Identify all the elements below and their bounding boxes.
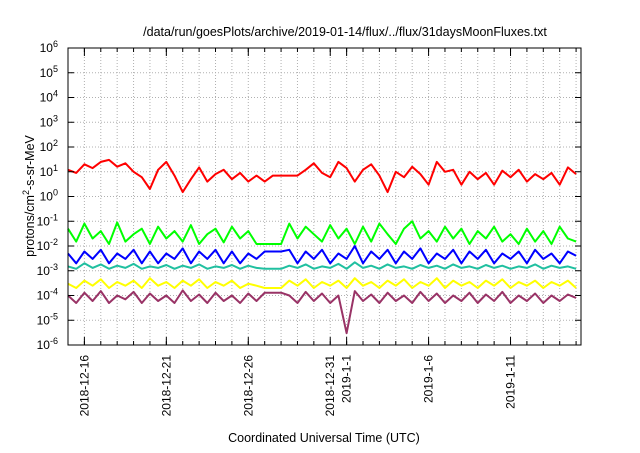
y-tick-label: 10-6 <box>37 336 58 352</box>
y-tick-label: 105 <box>40 64 58 80</box>
y-tick-label: 102 <box>40 138 58 154</box>
y-axis-label-post: -s-sr-MeV <box>23 134 37 190</box>
y-tick-label: 10-3 <box>37 262 58 278</box>
y-tick-label: 101 <box>40 163 58 179</box>
y-tick-label: 10-4 <box>37 287 58 303</box>
y-tick-exponent: 5 <box>53 64 58 74</box>
y-tick-base: 10 <box>37 264 51 278</box>
y-tick-base: 10 <box>37 338 51 352</box>
channel-teal-line <box>67 261 577 270</box>
chart-title: /data/run/goesPlots/archive/2019-01-14/f… <box>143 25 547 39</box>
y-tick-label: 10-1 <box>37 212 58 228</box>
y-tick-exponent: -1 <box>50 212 58 222</box>
channel-purple-line <box>67 289 577 335</box>
channel-blue-line <box>67 245 577 265</box>
y-tick-exponent: -5 <box>50 311 58 321</box>
x-tick-label: 2018-12-26 <box>241 355 255 417</box>
y-tick-exponent: 2 <box>53 138 58 148</box>
y-tick-exponent: 4 <box>53 89 58 99</box>
y-tick-exponent: -3 <box>50 262 58 272</box>
y-tick-base: 10 <box>37 239 51 253</box>
y-tick-base: 10 <box>40 91 54 105</box>
x-axis-label: Coordinated Universal Time (UTC) <box>228 431 420 445</box>
y-tick-base: 10 <box>40 66 54 80</box>
y-tick-label: 104 <box>40 89 58 105</box>
y-tick-exponent: 6 <box>53 39 58 49</box>
y-tick-exponent: 3 <box>53 113 58 123</box>
y-tick-label: 10-5 <box>37 311 58 327</box>
y-tick-label: 10-2 <box>37 237 58 253</box>
y-tick-base: 10 <box>40 41 54 55</box>
y-tick-labels: 10-610-510-410-310-210-11001011021031041… <box>37 39 58 352</box>
y-tick-base: 10 <box>40 165 54 179</box>
x-tick-label: 2018-12-16 <box>77 355 91 417</box>
x-tick-label: 2019-1-11 <box>504 355 518 409</box>
y-tick-base: 10 <box>37 289 51 303</box>
x-tick-label: 2019-1-1 <box>340 355 354 403</box>
y-axis-label-pre: protons/cm <box>23 195 37 257</box>
y-tick-base: 10 <box>40 115 54 129</box>
x-tick-label: 2018-12-31 <box>323 355 337 417</box>
y-tick-label: 100 <box>40 188 58 204</box>
y-tick-exponent: -6 <box>50 336 58 346</box>
y-axis-label-sup: 2 <box>21 190 31 195</box>
channel-green-line <box>67 220 577 245</box>
y-axis-label: protons/cm2-s-sr-MeV <box>21 134 37 256</box>
channel-red-line <box>67 158 577 194</box>
y-tick-base: 10 <box>37 214 51 228</box>
y-tick-exponent: 1 <box>53 163 58 173</box>
series-lines <box>67 158 577 335</box>
y-tick-label: 106 <box>40 39 58 55</box>
x-tick-label: 2019-1-6 <box>422 355 436 403</box>
axis-ticks <box>68 47 581 346</box>
y-tick-base: 10 <box>40 190 54 204</box>
y-tick-label: 103 <box>40 113 58 129</box>
y-tick-base: 10 <box>40 140 54 154</box>
y-tick-exponent: -4 <box>50 287 58 297</box>
y-tick-exponent: -2 <box>50 237 58 247</box>
y-tick-base: 10 <box>37 313 51 327</box>
x-tick-labels: 2018-12-16 2018-12-21 2018-12-26 2018-12-31… <box>77 355 517 417</box>
y-tick-exponent: 0 <box>53 188 58 198</box>
channel-yellow-line <box>67 277 577 289</box>
x-tick-label: 2018-12-21 <box>159 355 173 417</box>
